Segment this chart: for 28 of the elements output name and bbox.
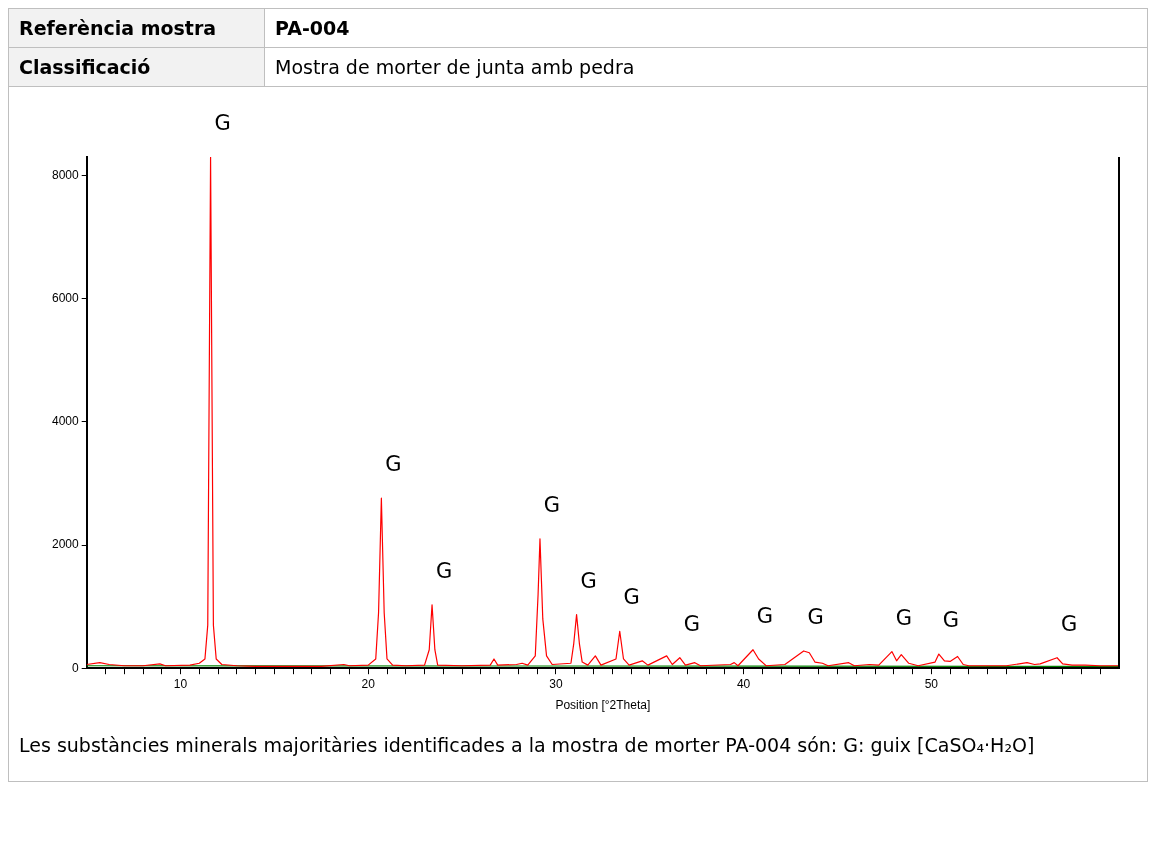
annotation: G	[435, 558, 453, 583]
annotation: G	[543, 492, 561, 517]
x-tick-label: 40	[736, 676, 751, 691]
y-tick-label: 8000	[51, 167, 80, 182]
annotation: G	[214, 110, 231, 135]
y-tick-label: 4000	[51, 414, 80, 429]
x-tick-label: 30	[549, 676, 563, 691]
text: PA-004	[264, 8, 1148, 48]
text: Les substàncies minerals majoritàries identificades a la mostra de morter PA-004 són: G: guix [CaSO₄·H₂O]	[18, 733, 1036, 758]
x-tick-label: 50	[924, 676, 939, 691]
x-tick-label: 10	[173, 676, 188, 691]
text: Referència mostra	[8, 8, 265, 48]
text: Mostra de morter de junta amb pedra	[264, 47, 1148, 87]
y-tick-label: 6000	[51, 290, 80, 305]
annotation: G	[807, 604, 824, 629]
annotation: G	[942, 607, 959, 632]
x-tick-label: 20	[361, 676, 376, 691]
y-tick-label: 2000	[51, 537, 80, 552]
annotation: G	[385, 452, 402, 477]
annotation: G	[1060, 611, 1078, 636]
annotation: G	[895, 605, 913, 630]
annotation: G	[623, 585, 640, 610]
annotation: G	[756, 603, 774, 628]
annotation: G	[683, 611, 700, 636]
y-tick-label: 0	[72, 660, 80, 675]
x-axis-title: Position [°2Theta]	[555, 698, 651, 713]
annotation: G	[580, 568, 597, 593]
text: Classificació	[8, 47, 265, 87]
